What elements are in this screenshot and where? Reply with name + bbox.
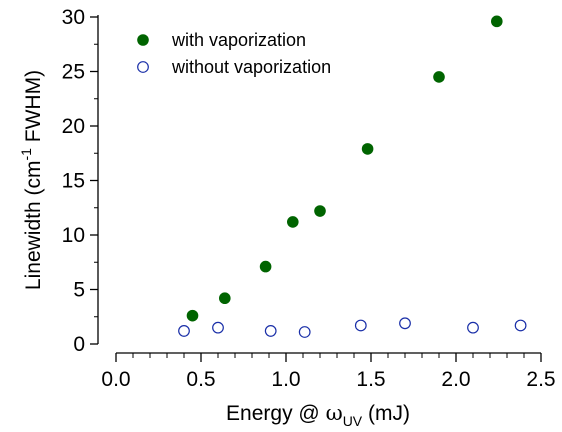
- x-axis: 0.0 0.5 1.0 1.5 2.0 2.5: [101, 352, 556, 391]
- y-tick-label: 15: [62, 170, 85, 193]
- point-with-vaporization: [186, 309, 199, 322]
- y-tick-label: 5: [73, 279, 85, 302]
- legend-marker: [137, 61, 149, 73]
- point-without-vaporization: [178, 325, 190, 337]
- x-tick-label: 1.0: [271, 368, 300, 391]
- point-without-vaporization: [354, 319, 367, 332]
- y-tick-label: 10: [62, 224, 85, 247]
- point-with-vaporization: [361, 143, 374, 155]
- y-tick-label: 0: [73, 333, 85, 356]
- y-tick-label: 20: [62, 115, 85, 138]
- legend-label: without vaporization: [171, 57, 331, 77]
- point-with-vaporization: [433, 71, 445, 83]
- point-with-vaporization: [259, 260, 272, 273]
- legend-label: with vaporization: [171, 30, 306, 50]
- x-tick-label: 0.0: [101, 368, 130, 391]
- point-with-vaporization: [314, 205, 326, 217]
- x-tick-label: 1.5: [356, 368, 385, 391]
- point-without-vaporization: [467, 321, 479, 334]
- point-with-vaporization: [491, 15, 503, 28]
- x-tick-label: 2.5: [526, 368, 555, 391]
- y-axis: 0 5 10 15 20 25 30: [62, 6, 99, 356]
- legend-marker: [137, 34, 149, 46]
- point-without-vaporization: [264, 325, 277, 337]
- point-without-vaporization: [212, 321, 224, 334]
- x-axis-label: Energy @ ωUV (mJ): [226, 401, 410, 429]
- data-points: [178, 15, 527, 338]
- point-with-vaporization: [219, 292, 231, 305]
- legend: with vaporization without vaporization: [137, 30, 331, 77]
- point-without-vaporization: [298, 326, 311, 338]
- x-tick-label: 0.5: [186, 368, 215, 391]
- y-axis-label: Linewidth (cm-1 FWHM): [18, 70, 45, 290]
- point-with-vaporization: [287, 216, 299, 228]
- point-without-vaporization: [399, 317, 411, 330]
- x-tick-label: 2.0: [441, 368, 470, 391]
- y-tick-label: 30: [62, 6, 85, 29]
- y-tick-label: 25: [62, 61, 85, 84]
- point-without-vaporization: [514, 319, 527, 332]
